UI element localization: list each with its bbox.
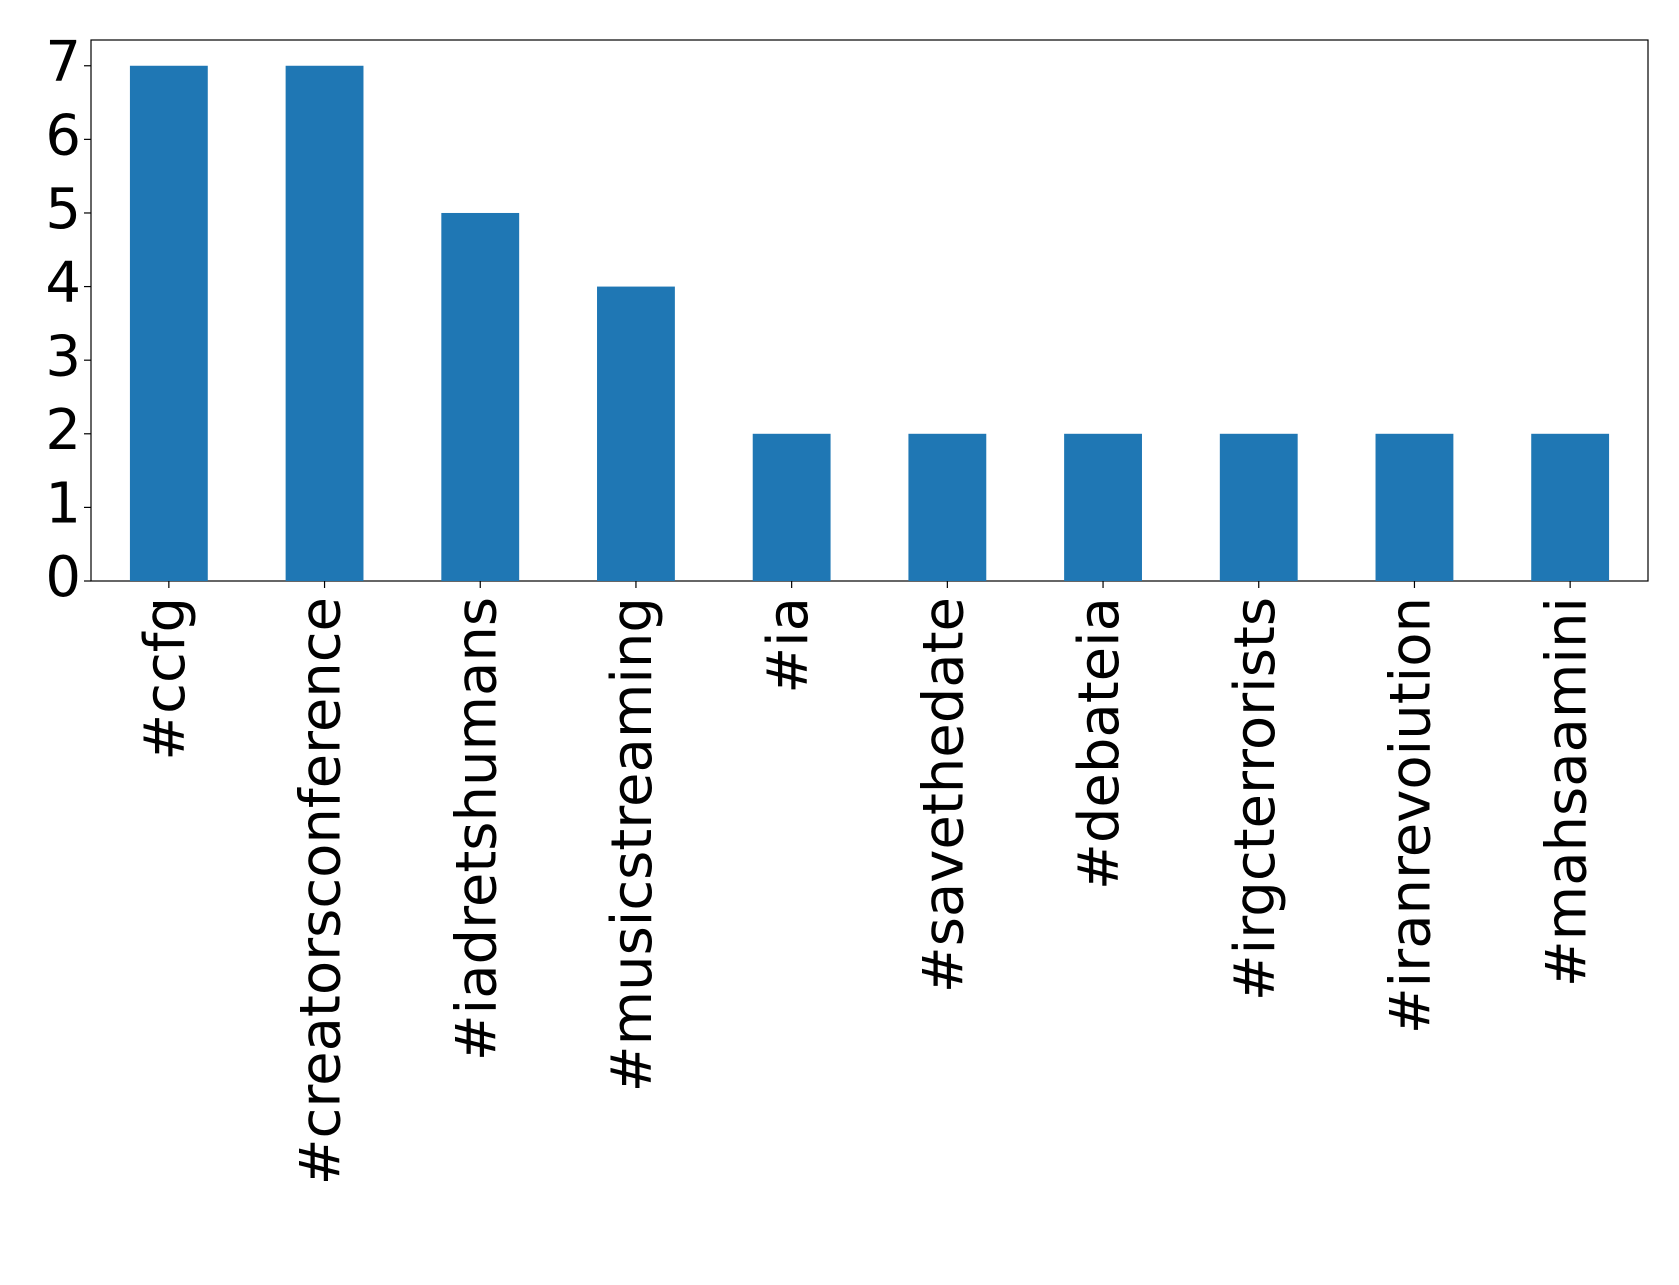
y-tick-label: 0 xyxy=(45,545,81,610)
plot-frame xyxy=(90,39,1649,582)
bar xyxy=(1375,433,1454,581)
x-tick-label: #ccfg xyxy=(133,597,198,761)
x-tick-label: #creatorsconference xyxy=(289,597,354,1185)
bar xyxy=(285,65,364,581)
y-tick-label: 6 xyxy=(45,104,81,169)
y-tick-label: 5 xyxy=(45,177,81,242)
x-tick-label: #iadretshumans xyxy=(444,597,509,1061)
x-tick-label: #musicstreaming xyxy=(600,597,665,1092)
bar xyxy=(1531,433,1610,581)
x-tick-label: #savethedate xyxy=(911,597,976,993)
y-tick-label: 2 xyxy=(45,398,81,463)
bar xyxy=(1219,433,1298,581)
x-tick-label: #irgcterrorists xyxy=(1223,597,1288,1001)
bar xyxy=(1064,433,1142,581)
bar xyxy=(441,212,520,582)
bar xyxy=(752,433,831,581)
bar xyxy=(129,65,208,581)
x-tick-label: #mahsaamini xyxy=(1534,597,1599,987)
y-tick-label: 7 xyxy=(45,30,81,95)
x-tick-label: #iranrevoiution xyxy=(1379,597,1444,1034)
y-tick-label: 1 xyxy=(45,472,81,537)
x-tick-label: #ia xyxy=(756,597,821,694)
y-tick-label: 4 xyxy=(45,251,81,316)
bar xyxy=(597,286,675,581)
bar xyxy=(908,433,987,581)
x-tick-label: #debateia xyxy=(1067,597,1132,890)
y-tick-label: 3 xyxy=(45,324,81,389)
